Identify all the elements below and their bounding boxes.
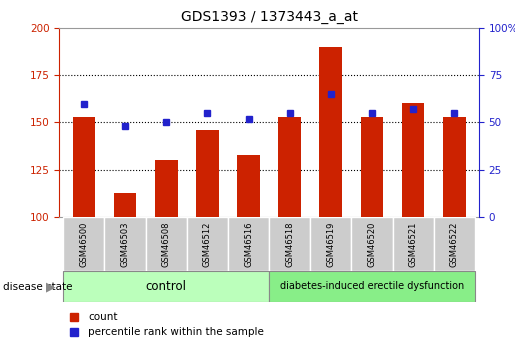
Bar [228,217,269,271]
Bar [73,117,95,217]
Bar [351,217,392,271]
Text: GSM46503: GSM46503 [121,221,130,267]
Text: control: control [146,280,187,293]
Bar [269,271,475,302]
Text: GSM46521: GSM46521 [408,221,418,267]
Bar [63,271,269,302]
Title: GDS1393 / 1373443_a_at: GDS1393 / 1373443_a_at [181,10,357,24]
Bar [392,217,434,271]
Bar [196,130,219,217]
Text: disease state: disease state [3,282,72,292]
Bar [187,217,228,271]
Text: GSM46500: GSM46500 [79,221,89,267]
Text: GSM46508: GSM46508 [162,221,170,267]
Text: GSM46516: GSM46516 [244,221,253,267]
Text: percentile rank within the sample: percentile rank within the sample [89,327,264,337]
Bar [155,160,178,217]
Text: GSM46522: GSM46522 [450,221,459,267]
Text: diabetes-induced erectile dysfunction: diabetes-induced erectile dysfunction [280,282,464,291]
Bar [146,217,187,271]
Bar [319,47,342,217]
Bar [114,193,136,217]
Bar [443,117,466,217]
Bar [278,117,301,217]
Bar [310,217,351,271]
Text: GSM46518: GSM46518 [285,221,294,267]
Bar [434,217,475,271]
Text: count: count [89,312,118,322]
Bar [105,217,146,271]
Bar [269,217,310,271]
Bar [360,117,383,217]
Text: ▶: ▶ [45,280,55,294]
Text: GSM46520: GSM46520 [368,221,376,267]
Bar [402,104,424,217]
Bar [63,217,105,271]
Text: GSM46519: GSM46519 [327,221,335,267]
Text: GSM46512: GSM46512 [203,221,212,267]
Bar [237,155,260,217]
